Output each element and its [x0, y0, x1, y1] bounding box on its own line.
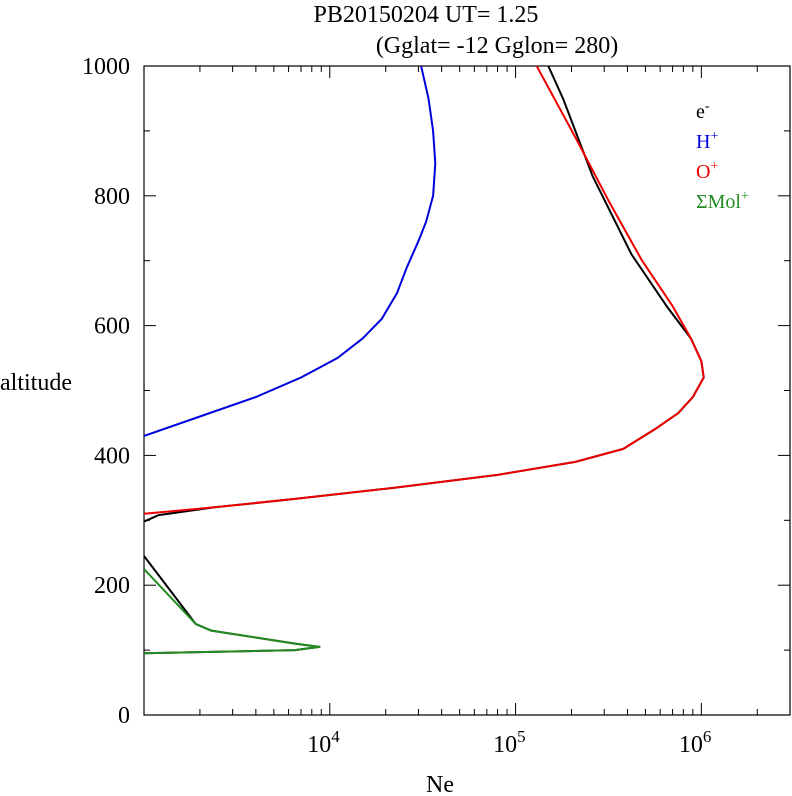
- y-tick-label: 400: [94, 443, 130, 469]
- x-tick-base: 10: [307, 732, 331, 758]
- series-line-0-segment-0: [144, 555, 321, 655]
- x-axis-ticks: 104 105 106: [307, 66, 711, 758]
- series-line-1-segment-0: [144, 66, 437, 437]
- x-tick-exponent: 4: [331, 727, 340, 746]
- series-layer: [144, 66, 705, 655]
- x-tick-exponent: 6: [703, 727, 712, 746]
- x-tick-label: 104: [307, 727, 340, 758]
- legend-entry-name: O: [696, 161, 710, 183]
- y-axis-ticks: 0 200 400 600 800 1000: [82, 54, 790, 729]
- series-line-3-segment-0: [144, 568, 321, 655]
- legend-entry-name: e: [696, 101, 705, 123]
- x-tick-base: 10: [493, 732, 517, 758]
- legend-entry-name: H: [696, 131, 710, 153]
- x-tick-label: 106: [679, 727, 712, 758]
- x-tick-label: 105: [493, 727, 526, 758]
- y-tick-label: 800: [94, 184, 130, 210]
- series-line-0-segment-1: [144, 66, 705, 523]
- minor-ticks: [144, 66, 790, 715]
- y-axis-label: altitude: [0, 370, 72, 396]
- legend: e-H+O+ΣMol+: [696, 99, 749, 213]
- y-tick-label: 600: [94, 314, 130, 340]
- series-line-2-segment-0: [144, 66, 705, 515]
- chart-title: PB20150204 UT= 1.25: [314, 2, 539, 28]
- y-tick-label: 200: [94, 573, 130, 599]
- x-axis-label: Ne: [426, 772, 454, 796]
- y-tick-label: 1000: [82, 54, 130, 80]
- legend-entry-charge: +: [741, 189, 749, 204]
- legend-entry: ΣMol+: [696, 189, 749, 213]
- x-tick-base: 10: [679, 732, 703, 758]
- legend-entry-name: ΣMol: [696, 191, 741, 213]
- legend-entry-charge: -: [705, 99, 710, 114]
- legend-entry: O+: [696, 159, 718, 183]
- chart-subtitle: (Gglat= -12 Gglon= 280): [376, 33, 618, 59]
- legend-entry: e-: [696, 99, 710, 123]
- plot-area: [143, 65, 791, 716]
- legend-entry: H+: [696, 129, 718, 153]
- legend-entry-charge: +: [710, 159, 718, 174]
- x-tick-exponent: 5: [517, 727, 526, 746]
- legend-entry-charge: +: [710, 129, 718, 144]
- y-tick-label: 0: [118, 703, 130, 729]
